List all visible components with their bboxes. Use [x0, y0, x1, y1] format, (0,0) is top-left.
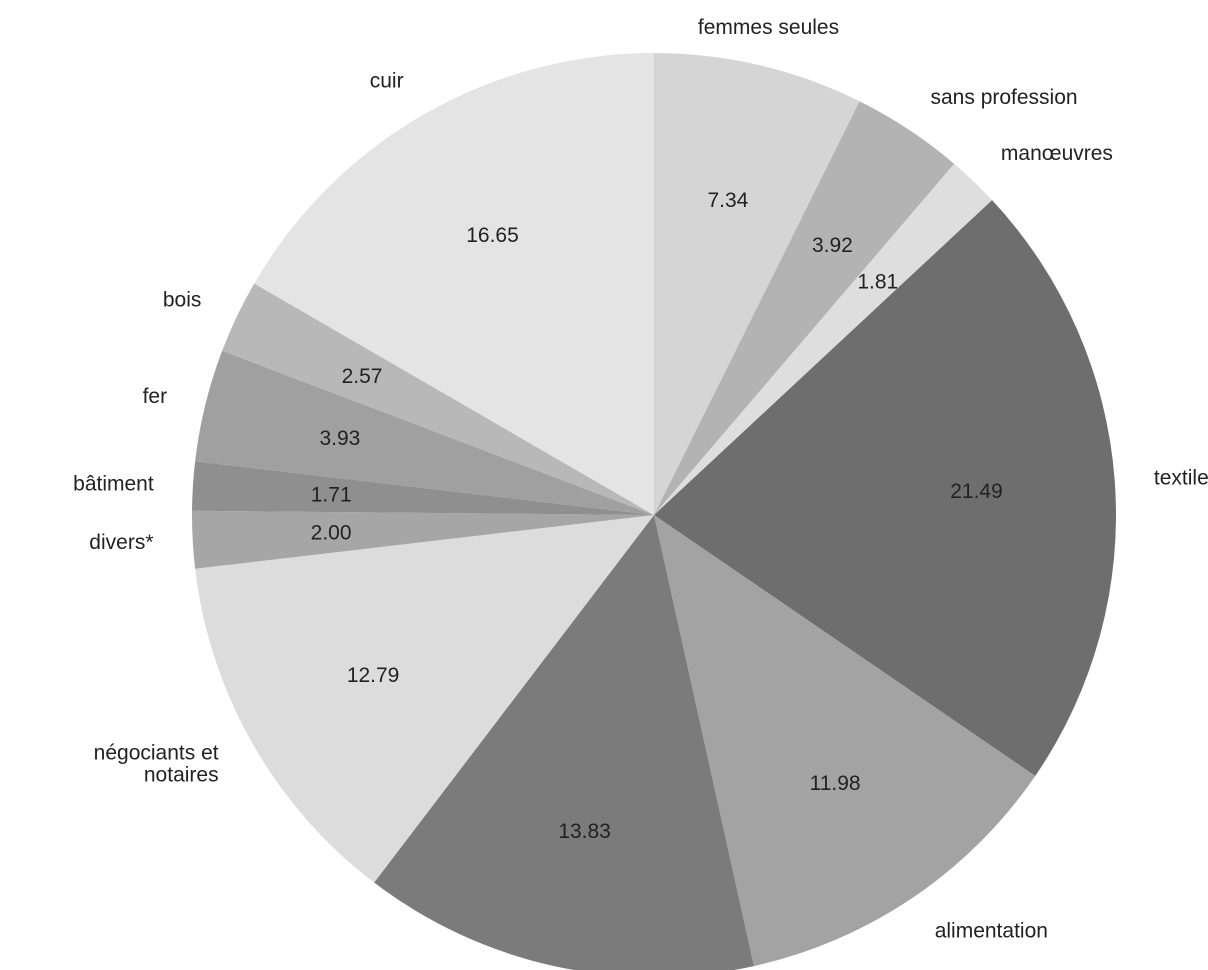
category-label-sans-profession: sans profession — [931, 86, 1078, 109]
slice-alimentation — [654, 515, 1036, 967]
category-label-femmes-seules: femmes seules — [698, 16, 839, 39]
value-label-textile: 21.49 — [950, 480, 1003, 503]
slice-batiment — [192, 461, 654, 515]
value-label-nobles: 13.83 — [558, 820, 611, 843]
pie-labels: 7.34 femmes seules 3.92 sans profession 1.81… — [73, 16, 1208, 942]
category-label-negociants-et-notaires-line-2: notaires — [144, 763, 219, 786]
value-label-femmes-seules: 7.34 — [707, 189, 748, 212]
value-label-alimentation: 11.98 — [810, 772, 861, 795]
category-label-batiment: bâtiment — [73, 473, 154, 496]
category-label-textile: textile — [1154, 467, 1208, 490]
slice-bois — [222, 283, 655, 515]
value-label-batiment: 1.71 — [311, 484, 352, 507]
slice-nobles — [374, 515, 754, 970]
value-label-negociants-et-notaires: 12.79 — [347, 664, 400, 687]
slice-negociants-et-notaires — [195, 515, 654, 883]
category-label-cuir: cuir — [370, 70, 404, 93]
slice-cuir — [254, 53, 654, 515]
value-label-divers: 2.00 — [311, 521, 352, 544]
slice-femmes-seules — [654, 53, 860, 515]
category-label-bois: bois — [163, 289, 202, 312]
category-label-manoeuvres: manœuvres — [1001, 142, 1113, 165]
category-label-divers: divers* — [89, 531, 153, 554]
value-label-sans-profession: 3.92 — [812, 234, 853, 257]
slice-sans-profession — [654, 101, 955, 515]
category-label-alimentation: alimentation — [935, 919, 1048, 942]
slice-fer — [195, 350, 654, 515]
pie-slices — [192, 53, 1116, 970]
slice-manoeuvres — [654, 163, 993, 515]
slice-divers — [192, 510, 655, 569]
value-label-cuir: 16.65 — [466, 224, 519, 247]
value-label-fer: 3.93 — [319, 427, 360, 450]
category-label-fer: fer — [143, 385, 168, 408]
value-label-manoeuvres: 1.81 — [857, 271, 898, 294]
slice-textile — [654, 200, 1116, 776]
value-label-bois: 2.57 — [342, 365, 383, 388]
category-label-negociants-et-notaires-line-1: négociants et — [94, 741, 219, 764]
